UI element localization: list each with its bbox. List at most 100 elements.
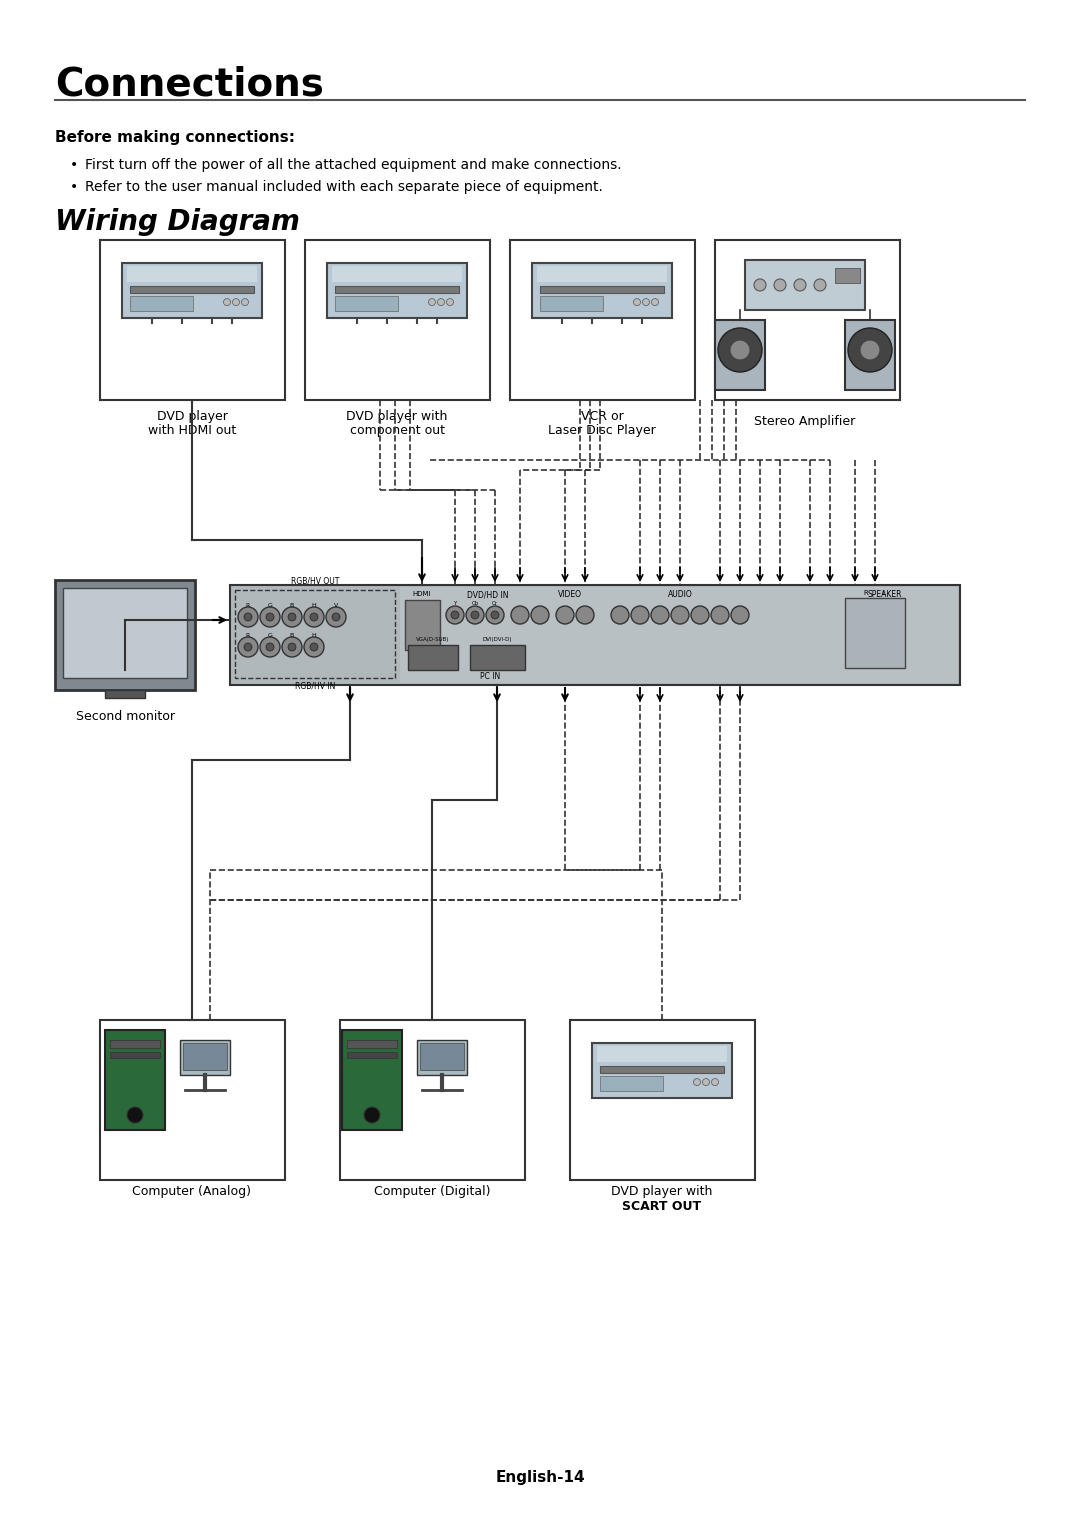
Text: PC IN: PC IN [480, 672, 500, 681]
Text: RGB/HV IN: RGB/HV IN [295, 681, 335, 691]
Text: Refer to the user manual included with each separate piece of equipment.: Refer to the user manual included with e… [85, 180, 603, 194]
Text: DVD player: DVD player [157, 410, 228, 423]
Circle shape [332, 613, 340, 620]
Circle shape [471, 611, 480, 619]
Circle shape [465, 607, 484, 623]
Bar [332, 266, 462, 283]
Bar [347, 1051, 397, 1057]
Text: Laser Disc Player: Laser Disc Player [549, 423, 656, 437]
Circle shape [451, 611, 459, 619]
Circle shape [244, 613, 252, 620]
Text: B: B [289, 602, 294, 608]
Circle shape [446, 298, 454, 306]
Bar [745, 260, 865, 310]
Circle shape [634, 298, 640, 306]
Text: VCR or: VCR or [581, 410, 623, 423]
Circle shape [730, 341, 750, 361]
Circle shape [491, 611, 499, 619]
Bar [100, 1021, 285, 1180]
Bar [417, 1041, 467, 1076]
Circle shape [631, 607, 649, 623]
Circle shape [238, 637, 258, 657]
Text: VGA(D-SUB): VGA(D-SUB) [416, 637, 449, 642]
Circle shape [643, 298, 649, 306]
Bar [537, 266, 667, 283]
Circle shape [310, 613, 318, 620]
Bar [335, 295, 399, 310]
Bar [110, 1041, 160, 1048]
Circle shape [794, 280, 806, 290]
Text: RGB/HV OUT: RGB/HV OUT [291, 576, 339, 585]
Circle shape [437, 298, 445, 306]
Circle shape [693, 1079, 701, 1085]
Bar [420, 1044, 464, 1070]
Circle shape [288, 643, 296, 651]
Circle shape [814, 280, 826, 290]
Circle shape [242, 298, 248, 306]
Bar [715, 319, 765, 390]
Text: English-14: English-14 [496, 1470, 584, 1485]
Text: G: G [268, 602, 272, 608]
Bar [540, 286, 664, 293]
Text: DVD/HD IN: DVD/HD IN [468, 590, 509, 599]
Text: •: • [70, 180, 78, 194]
Bar [342, 1030, 402, 1131]
Bar [600, 1065, 724, 1073]
Bar [335, 286, 459, 293]
Bar [400, 587, 958, 683]
Bar [597, 1045, 727, 1062]
Circle shape [511, 607, 529, 623]
Bar [540, 295, 603, 310]
Circle shape [303, 607, 324, 626]
Bar [130, 286, 254, 293]
Bar [127, 266, 257, 283]
Bar [183, 1044, 227, 1070]
Bar [305, 240, 490, 400]
Circle shape [731, 607, 750, 623]
Text: R: R [246, 633, 251, 637]
Text: V: V [334, 602, 338, 608]
Text: Connections: Connections [55, 66, 324, 102]
Circle shape [303, 637, 324, 657]
Text: Cr: Cr [492, 601, 498, 605]
Circle shape [671, 607, 689, 623]
Bar [347, 1041, 397, 1048]
Text: with HDMI out: with HDMI out [148, 423, 237, 437]
Bar [130, 295, 193, 310]
Bar [835, 267, 860, 283]
Circle shape [224, 298, 230, 306]
Bar [845, 597, 905, 668]
Circle shape [260, 607, 280, 626]
Circle shape [266, 613, 274, 620]
Text: Computer (Analog): Computer (Analog) [133, 1186, 252, 1198]
Text: Computer (Digital): Computer (Digital) [374, 1186, 490, 1198]
Bar [235, 590, 395, 678]
Circle shape [860, 341, 880, 361]
Bar [510, 240, 696, 400]
Circle shape [712, 1079, 718, 1085]
Bar [100, 240, 285, 400]
Text: H: H [312, 633, 316, 637]
Circle shape [651, 607, 669, 623]
Text: component out: component out [350, 423, 445, 437]
Text: H: H [312, 602, 316, 608]
Circle shape [282, 637, 302, 657]
Circle shape [718, 329, 762, 371]
Bar [110, 1051, 160, 1057]
Circle shape [446, 607, 464, 623]
Circle shape [848, 329, 892, 371]
Circle shape [531, 607, 549, 623]
Circle shape [702, 1079, 710, 1085]
Text: Stereo Amplifier: Stereo Amplifier [754, 416, 855, 428]
Circle shape [260, 637, 280, 657]
Text: SCART OUT: SCART OUT [622, 1199, 702, 1213]
Text: Second monitor: Second monitor [76, 711, 175, 723]
Bar [105, 1030, 165, 1131]
Text: Y: Y [454, 601, 457, 605]
Circle shape [651, 298, 659, 306]
Bar [600, 1076, 663, 1091]
Text: •: • [70, 157, 78, 173]
Text: B: B [289, 633, 294, 637]
Text: Cb: Cb [471, 601, 478, 605]
Text: First turn off the power of all the attached equipment and make connections.: First turn off the power of all the atta… [85, 157, 622, 173]
